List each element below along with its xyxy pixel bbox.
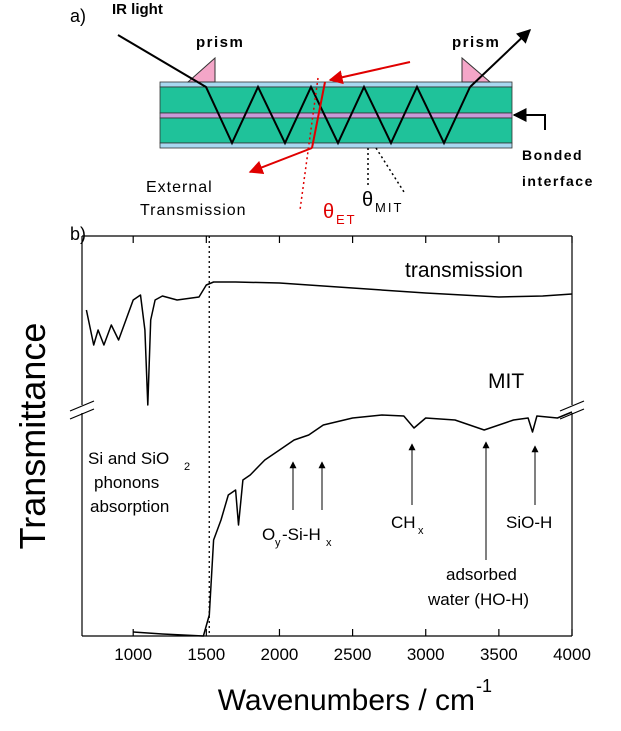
series-line xyxy=(85,281,573,406)
x-tick-label: 1000 xyxy=(114,645,152,664)
normal-line xyxy=(299,77,319,211)
theta-et-sub: ET xyxy=(336,212,357,227)
prism xyxy=(186,56,216,83)
annotation: SiO-H xyxy=(506,513,552,532)
layer xyxy=(159,142,513,149)
theta-mit-sub: MIT xyxy=(375,200,403,215)
annotation: absorption xyxy=(90,497,169,516)
y-axis-label: Transmittance xyxy=(12,323,53,550)
prism-label: prism xyxy=(196,34,244,51)
red-path xyxy=(311,81,326,149)
theta-et: θ xyxy=(323,201,334,223)
plot: 1000 1500 2000 2500 3000 3500 4000 transmission… xyxy=(69,235,591,664)
ir-exit xyxy=(469,29,532,88)
annotations: Si and SiO 2 phonons absorption O y -Si-… xyxy=(88,441,552,609)
series-label: transmission xyxy=(405,259,523,282)
red-arrow xyxy=(328,61,411,85)
interface-arrow xyxy=(512,108,546,130)
x-tick-label: 3000 xyxy=(407,645,445,664)
annotation-sub: x xyxy=(326,537,332,549)
x-tick-label: 1500 xyxy=(187,645,225,664)
layer xyxy=(159,81,513,88)
prism xyxy=(461,56,492,83)
annotation-sub: 2 xyxy=(184,461,190,473)
layer xyxy=(159,112,513,119)
series-line xyxy=(133,411,573,637)
normal-line xyxy=(375,147,405,193)
layer xyxy=(159,86,513,114)
annotation: phonons xyxy=(94,473,159,492)
axis-break xyxy=(69,408,95,420)
annotation: Si and SiO xyxy=(88,449,169,468)
annotation-sub: y xyxy=(275,537,281,549)
annotation: water (HO-H) xyxy=(427,590,529,609)
x-axis-label-sup: -1 xyxy=(476,676,492,696)
annotation: O xyxy=(262,525,275,544)
annotation-sub: x xyxy=(418,525,424,537)
theta-mit: θ xyxy=(362,189,373,211)
x-tick-label: 2000 xyxy=(261,645,299,664)
panel-label: a) xyxy=(70,6,86,26)
ir-light-label: IR light xyxy=(112,1,163,18)
x-axis-label: Wavenumbers / cm xyxy=(218,684,475,717)
bonded-label: interface xyxy=(522,173,594,189)
series-label: MIT xyxy=(488,370,524,393)
ir-path xyxy=(117,34,471,146)
red-arrow xyxy=(248,147,313,174)
x-tick-label: 2500 xyxy=(334,645,372,664)
external-label: Transmission xyxy=(140,202,247,219)
bonded-label: Bonded xyxy=(522,147,583,163)
axis-break xyxy=(559,400,585,412)
annotation: adsorbed xyxy=(446,565,517,584)
axis-break xyxy=(559,408,585,420)
panel-label: b) xyxy=(70,224,86,244)
annotation: CH xyxy=(391,513,416,532)
x-tick-label: 3500 xyxy=(480,645,518,664)
axis-break xyxy=(69,400,95,412)
annotation: -Si-H xyxy=(282,525,321,544)
external-label: External xyxy=(146,179,213,196)
prism-label: prism xyxy=(452,34,500,51)
x-tick-label: 4000 xyxy=(553,645,591,664)
diagram: a) IR light prism prism Bonded interface… xyxy=(70,1,594,227)
